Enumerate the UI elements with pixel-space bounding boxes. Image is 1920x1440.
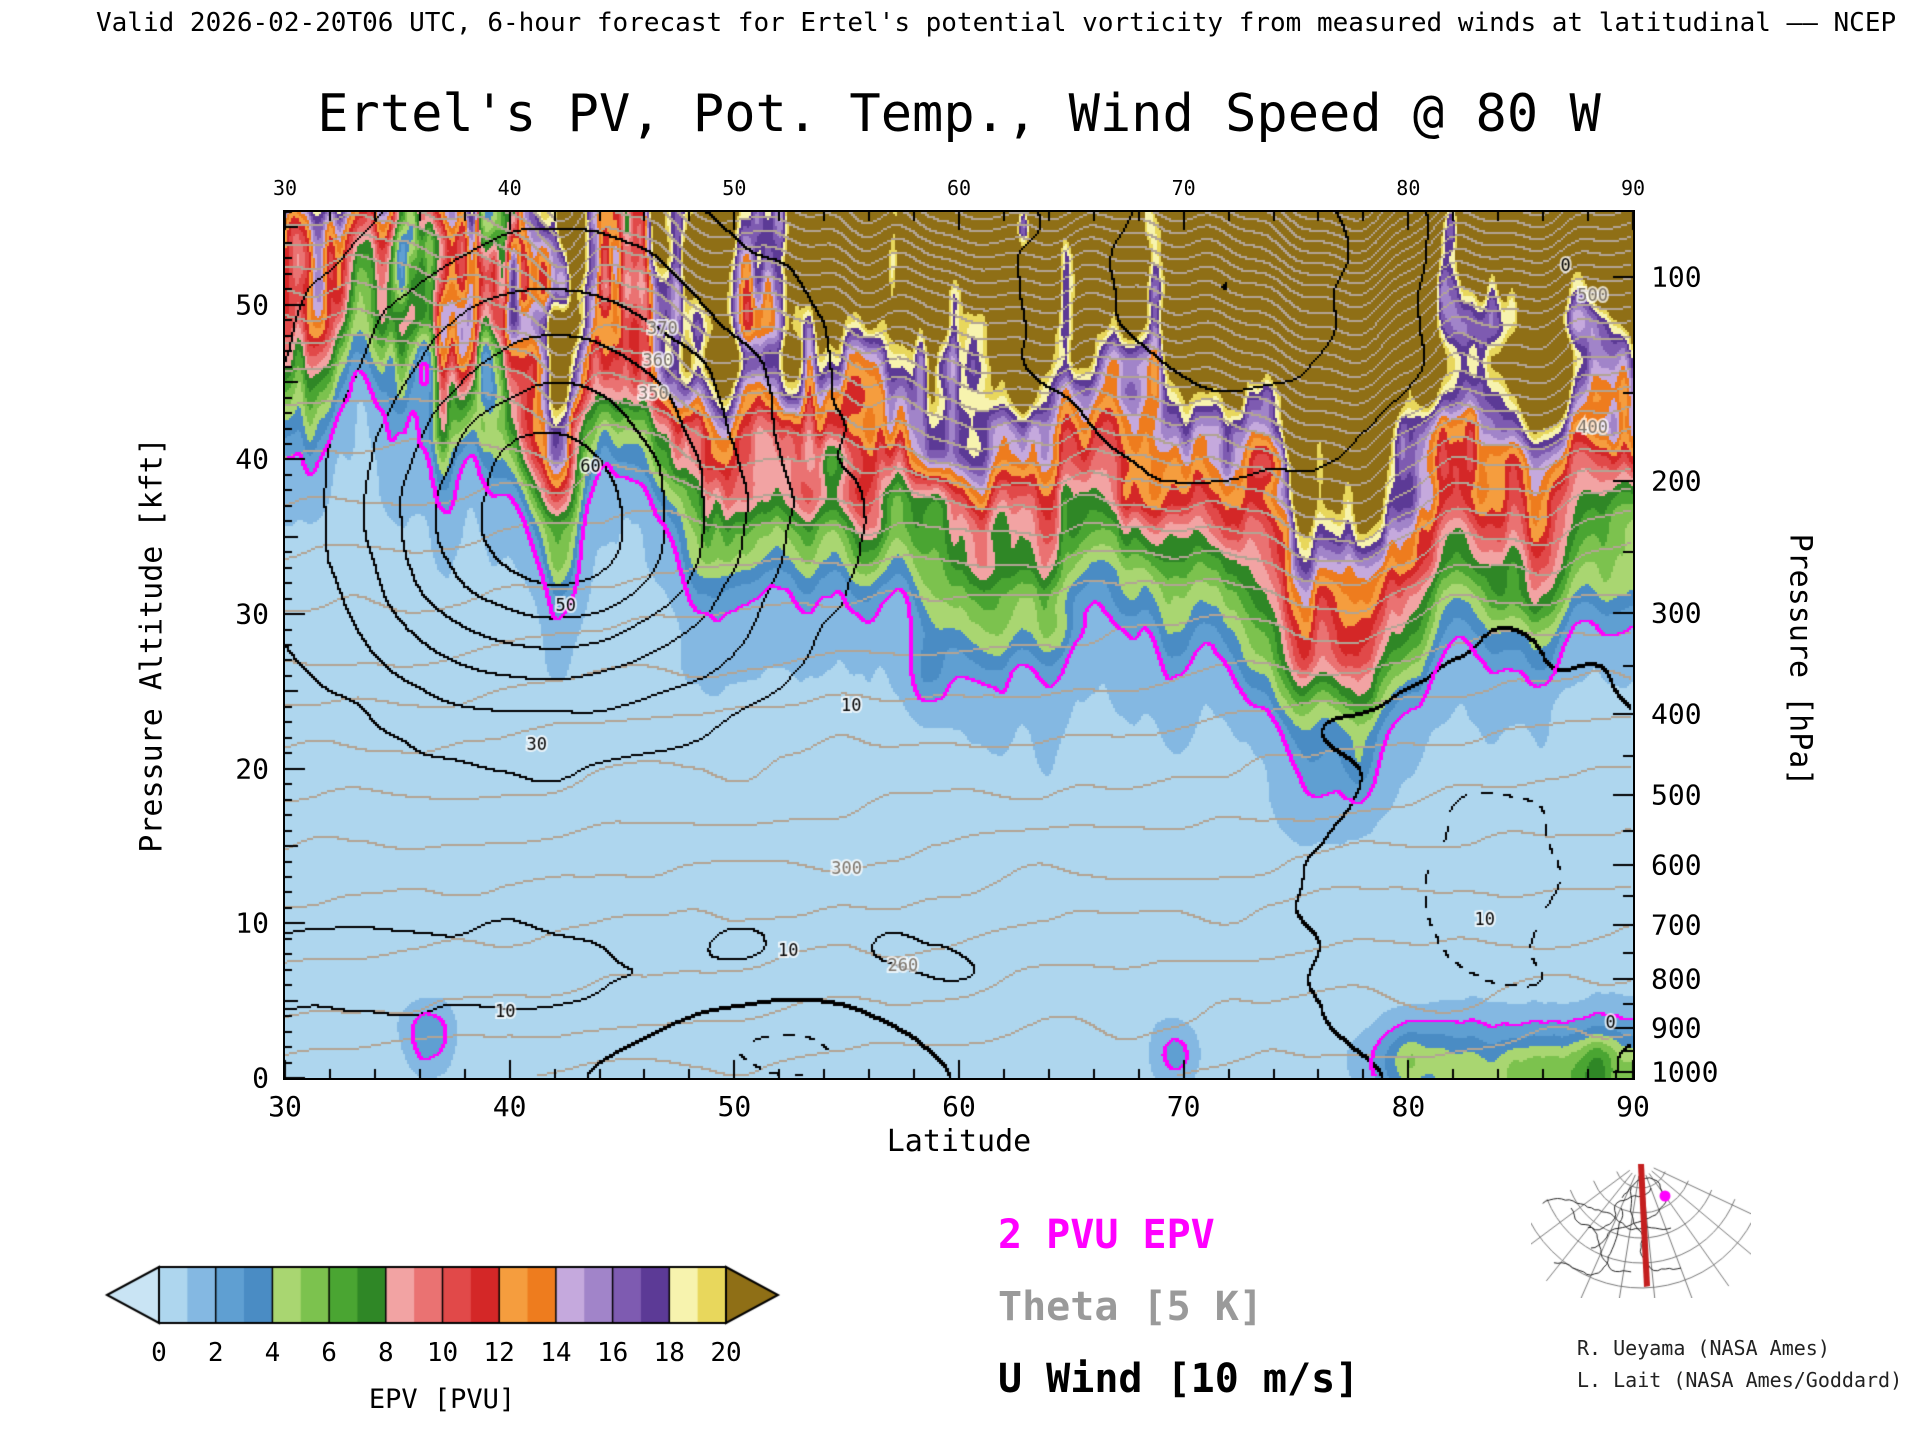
x-top-tick-label: 40 xyxy=(497,176,522,200)
colorbar-tick-label: 6 xyxy=(321,1338,337,1368)
x-tick-label: 30 xyxy=(268,1090,302,1123)
forecast-validity-header: Valid 2026-02-20T06 UTC, 6-hour forecast… xyxy=(96,8,1897,38)
y-tick-label: 40 xyxy=(235,442,269,476)
colorbar-tick-label: 0 xyxy=(151,1338,167,1368)
page-title: Ertel's PV, Pot. Temp., Wind Speed @ 80 … xyxy=(317,84,1601,144)
x-top-tick-label: 70 xyxy=(1171,176,1196,200)
x-top-tick-label: 90 xyxy=(1620,176,1646,200)
pressure-tick-label: 1000 xyxy=(1651,1055,1719,1089)
x-axis-title: Latitude xyxy=(886,1124,1032,1159)
y-tick-label: 20 xyxy=(235,752,269,786)
colorbar-tick-label: 4 xyxy=(264,1338,281,1368)
colorbar-tick-label: 20 xyxy=(710,1338,742,1368)
pressure-tick-label: 500 xyxy=(1651,778,1702,812)
x-top-tick-label: 50 xyxy=(722,176,747,200)
epv-colorbar-canvas xyxy=(104,1261,781,1329)
pressure-tick-label: 300 xyxy=(1651,596,1702,630)
pressure-tick-label: 200 xyxy=(1651,464,1702,498)
y-axis-title-right: Pressure [hPa] xyxy=(1782,533,1818,787)
location-map-canvas xyxy=(1531,1148,1751,1298)
colorbar-tick-label: 12 xyxy=(483,1338,515,1368)
y-tick-label: 30 xyxy=(235,597,269,631)
colorbar-title: EPV [PVU] xyxy=(368,1384,516,1415)
y-axis-title-left: Pressure Altitude [kft] xyxy=(134,437,170,853)
x-tick-label: 60 xyxy=(942,1090,976,1123)
x-tick-label: 40 xyxy=(492,1090,527,1123)
legend-theta: Theta [5 K] xyxy=(998,1284,1263,1330)
colorbar-tick-label: 10 xyxy=(426,1338,459,1368)
legend-u-wind: U Wind [10 m/s] xyxy=(998,1356,1360,1402)
colorbar-tick-label: 8 xyxy=(377,1338,394,1368)
x-top-tick-label: 80 xyxy=(1396,176,1421,200)
pressure-tick-label: 400 xyxy=(1651,697,1702,731)
pressure-tick-label: 900 xyxy=(1651,1011,1702,1045)
y-tick-label: 50 xyxy=(235,288,269,322)
x-tick-label: 50 xyxy=(717,1090,752,1123)
pressure-tick-label: 800 xyxy=(1651,962,1702,996)
pressure-tick-label: 700 xyxy=(1651,908,1702,942)
x-tick-label: 80 xyxy=(1391,1090,1426,1123)
colorbar-tick-label: 2 xyxy=(207,1338,224,1368)
pressure-tick-label: 600 xyxy=(1651,848,1702,882)
credit-line-1: R. Ueyama (NASA Ames) xyxy=(1577,1336,1830,1360)
pressure-tick-label: 100 xyxy=(1651,260,1702,294)
pv-cross-section-canvas xyxy=(285,212,1633,1078)
x-tick-label: 70 xyxy=(1166,1090,1201,1123)
x-tick-label: 90 xyxy=(1616,1090,1650,1123)
y-tick-label: 10 xyxy=(235,906,269,940)
plot-frame xyxy=(283,210,1635,1080)
colorbar-tick-label: 16 xyxy=(596,1338,629,1368)
legend-epv-2pvu: 2 PVU EPV xyxy=(998,1212,1215,1258)
colorbar-tick-label: 14 xyxy=(540,1338,572,1368)
credit-line-2: L. Lait (NASA Ames/Goddard) xyxy=(1577,1368,1903,1392)
y-tick-label: 0 xyxy=(252,1061,269,1095)
x-top-tick-label: 60 xyxy=(946,176,972,200)
colorbar-tick-label: 18 xyxy=(653,1338,685,1368)
x-top-tick-label: 30 xyxy=(272,176,298,200)
